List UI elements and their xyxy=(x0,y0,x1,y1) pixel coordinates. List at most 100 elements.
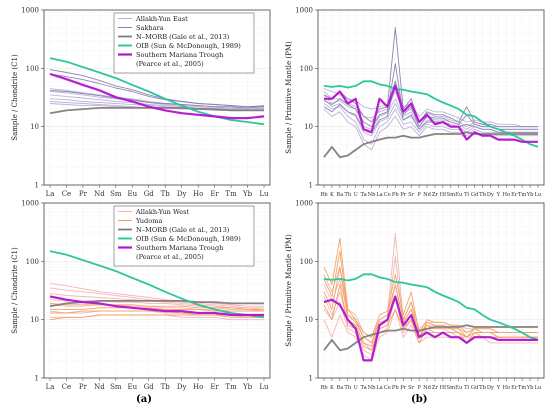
top-right-x-tick-label: Sm xyxy=(447,192,456,198)
top-left-x-tick-label: Yb xyxy=(242,190,253,198)
bottom-left-chart: 1 10 100 1000 La Ce Pr Nd Sm Eu Gd Tb Dy Ho Er Tm Yb Lu Sa… xyxy=(11,200,271,391)
bottom-left-x-tick-label: Lu xyxy=(259,383,269,391)
top-left-series-line-3 xyxy=(49,98,265,111)
bottom-left-y-tick-label: 1 xyxy=(35,375,39,383)
bottom-right-x-tick-label: Ho xyxy=(502,385,510,391)
top-right-x-tick-label: Yb xyxy=(526,192,534,198)
bottom-right-series-line-11 xyxy=(323,295,538,362)
top-left-series-line-10 xyxy=(49,57,265,126)
bottom-right-x-tick-label: Pr xyxy=(400,385,406,391)
top-left-legend-box xyxy=(113,12,255,74)
bottom-right-x-tick-label: Y xyxy=(496,385,501,391)
bottom-left-x-tick-label: Ce xyxy=(62,383,72,391)
top-right-x-tick-label: Tb xyxy=(479,192,486,198)
bottom-left-x-tick-label: Nd xyxy=(94,383,105,391)
bottom-left-y-tick-label: 100 xyxy=(26,258,39,266)
top-left-x-tick-label: La xyxy=(46,190,55,198)
top-left-legend-label-3: OIB (Sun & McDonough, 1989) xyxy=(136,42,241,50)
bottom-right-x-tick-label: Pb xyxy=(392,385,399,391)
bottom-right-x-tick-label: Eu xyxy=(455,385,463,391)
bottom-left-x-tick-label: Yb xyxy=(242,383,253,391)
top-right-y-tick-label: 1000 xyxy=(295,7,313,15)
bottom-right-y-tick-label: 1 xyxy=(309,375,313,383)
top-left-y-axis-label: Sample / Chondrite (C1) xyxy=(11,54,19,141)
top-left-legend-label-4: Southern Mariana Trough xyxy=(136,51,224,59)
bottom-left-legend-label-0: Allakh-Yun West xyxy=(135,208,190,216)
top-right-x-tick-label: Nd xyxy=(423,192,432,198)
top-left-y-tick-label: 100 xyxy=(26,65,39,73)
bottom-right-x-tick-label: Nb xyxy=(368,385,377,391)
bottom-left-series-line-13 xyxy=(49,295,264,317)
top-left-x-tick-label: Dy xyxy=(177,190,187,198)
top-right-series-line-11 xyxy=(324,84,538,143)
bottom-left-frame xyxy=(43,202,271,379)
bottom-right-x-tick-label: Er xyxy=(511,385,518,391)
top-right-x-tick-label: P xyxy=(417,192,421,198)
top-left-x-tick-label: Lu xyxy=(259,190,269,198)
top-right-y-axis-label: Sample / Primitive Mantle (PM) xyxy=(285,41,293,154)
top-left-x-tick-label: Gd xyxy=(144,190,155,198)
bottom-left-x-tick-label: Ho xyxy=(193,383,203,391)
top-right-x-tick-label: La xyxy=(376,192,383,198)
top-left-series-line-7 xyxy=(49,73,265,108)
bottom-left-series-line-7 xyxy=(49,302,264,310)
top-left-x-tick-label: Pr xyxy=(79,190,88,198)
top-right-x-tick-label: Dy xyxy=(487,192,494,198)
top-right-y-tick-label: 100 xyxy=(300,65,313,73)
top-right-x-tick-label: Ba xyxy=(336,192,343,198)
panel-label-a: (a) xyxy=(136,394,152,405)
bottom-right-x-tick-label: U xyxy=(354,385,359,391)
bottom-right-x-tick-label: Th xyxy=(344,385,351,391)
top-left-y-tick-label: 1 xyxy=(35,182,39,190)
top-right-x-tick-label: Sr xyxy=(408,192,415,198)
top-right-x-tick-label: K xyxy=(330,192,334,198)
bottom-left-legend-label-4: (Pearce et al., 2005) xyxy=(136,253,204,261)
bottom-right-y-tick-label: 1000 xyxy=(295,200,313,208)
bottom-left-y-tick-label: 10 xyxy=(30,316,39,324)
bottom-left-series-line-10 xyxy=(49,314,264,321)
bottom-right-x-tick-label: Nd xyxy=(423,385,432,391)
bottom-left-x-tick-label: La xyxy=(46,383,55,391)
bottom-left-x-tick-label: Pr xyxy=(79,383,88,391)
top-right-x-tick-label: Eu xyxy=(455,192,463,198)
bottom-left-y-axis-label: Sample / Chondrite (C1) xyxy=(11,247,19,334)
bottom-right-x-tick-label: Ta xyxy=(361,385,367,391)
bottom-right-x-tick-label: Tb xyxy=(479,385,486,391)
bottom-right-frame xyxy=(317,202,545,379)
top-right-series-line-8 xyxy=(323,80,538,133)
top-right-x-tick-label: Nb xyxy=(368,192,377,198)
bottom-left-x-tick-label: Dy xyxy=(177,383,187,391)
top-left-x-tick-label: Tb xyxy=(161,190,171,198)
bottom-left-series-line-0 xyxy=(49,282,264,307)
top-right-x-tick-label: Er xyxy=(511,192,518,198)
top-left-x-tick-label: Er xyxy=(210,190,219,198)
bottom-left-x-tick-label: Tb xyxy=(161,383,171,391)
top-right-x-tick-label: Pb xyxy=(392,192,399,198)
top-left-legend-label-1: Sakhara xyxy=(136,24,164,32)
bottom-right-x-tick-label: La xyxy=(376,385,383,391)
bottom-right-x-tick-label: P xyxy=(417,385,421,391)
bottom-right-x-tick-label: Gd xyxy=(471,385,479,391)
top-left-x-tick-label: Nd xyxy=(94,190,105,198)
bottom-right-x-tick-label: Ce xyxy=(384,385,391,391)
bottom-right-x-tick-label: Tm xyxy=(518,385,526,391)
top-right-series-line-5 xyxy=(323,108,538,151)
bottom-right-x-tick-label: Sm xyxy=(447,385,456,391)
top-right-x-tick-label: Y xyxy=(496,192,501,198)
bottom-left-x-tick-label: Sm xyxy=(110,383,122,391)
bottom-left-series-line-12 xyxy=(49,250,265,319)
top-left-x-tick-label: Sm xyxy=(110,190,122,198)
top-right-x-tick-label: Gd xyxy=(471,192,479,198)
bottom-left-legend-box xyxy=(113,205,255,267)
bottom-right-series-line-10 xyxy=(323,273,539,341)
bottom-left-x-tick-label: Gd xyxy=(144,383,155,391)
bottom-right-x-tick-label: Rb xyxy=(320,385,328,391)
top-left-series-line-11 xyxy=(49,72,265,120)
top-right-y-tick-label: 10 xyxy=(304,123,313,131)
top-right-x-tick-label: Th xyxy=(344,192,351,198)
top-right-x-tick-label: Lu xyxy=(535,192,542,198)
